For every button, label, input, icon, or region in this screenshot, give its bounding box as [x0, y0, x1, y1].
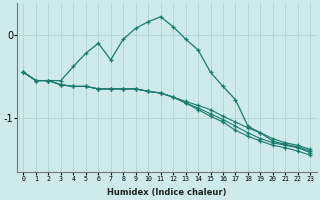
X-axis label: Humidex (Indice chaleur): Humidex (Indice chaleur)	[107, 188, 227, 197]
